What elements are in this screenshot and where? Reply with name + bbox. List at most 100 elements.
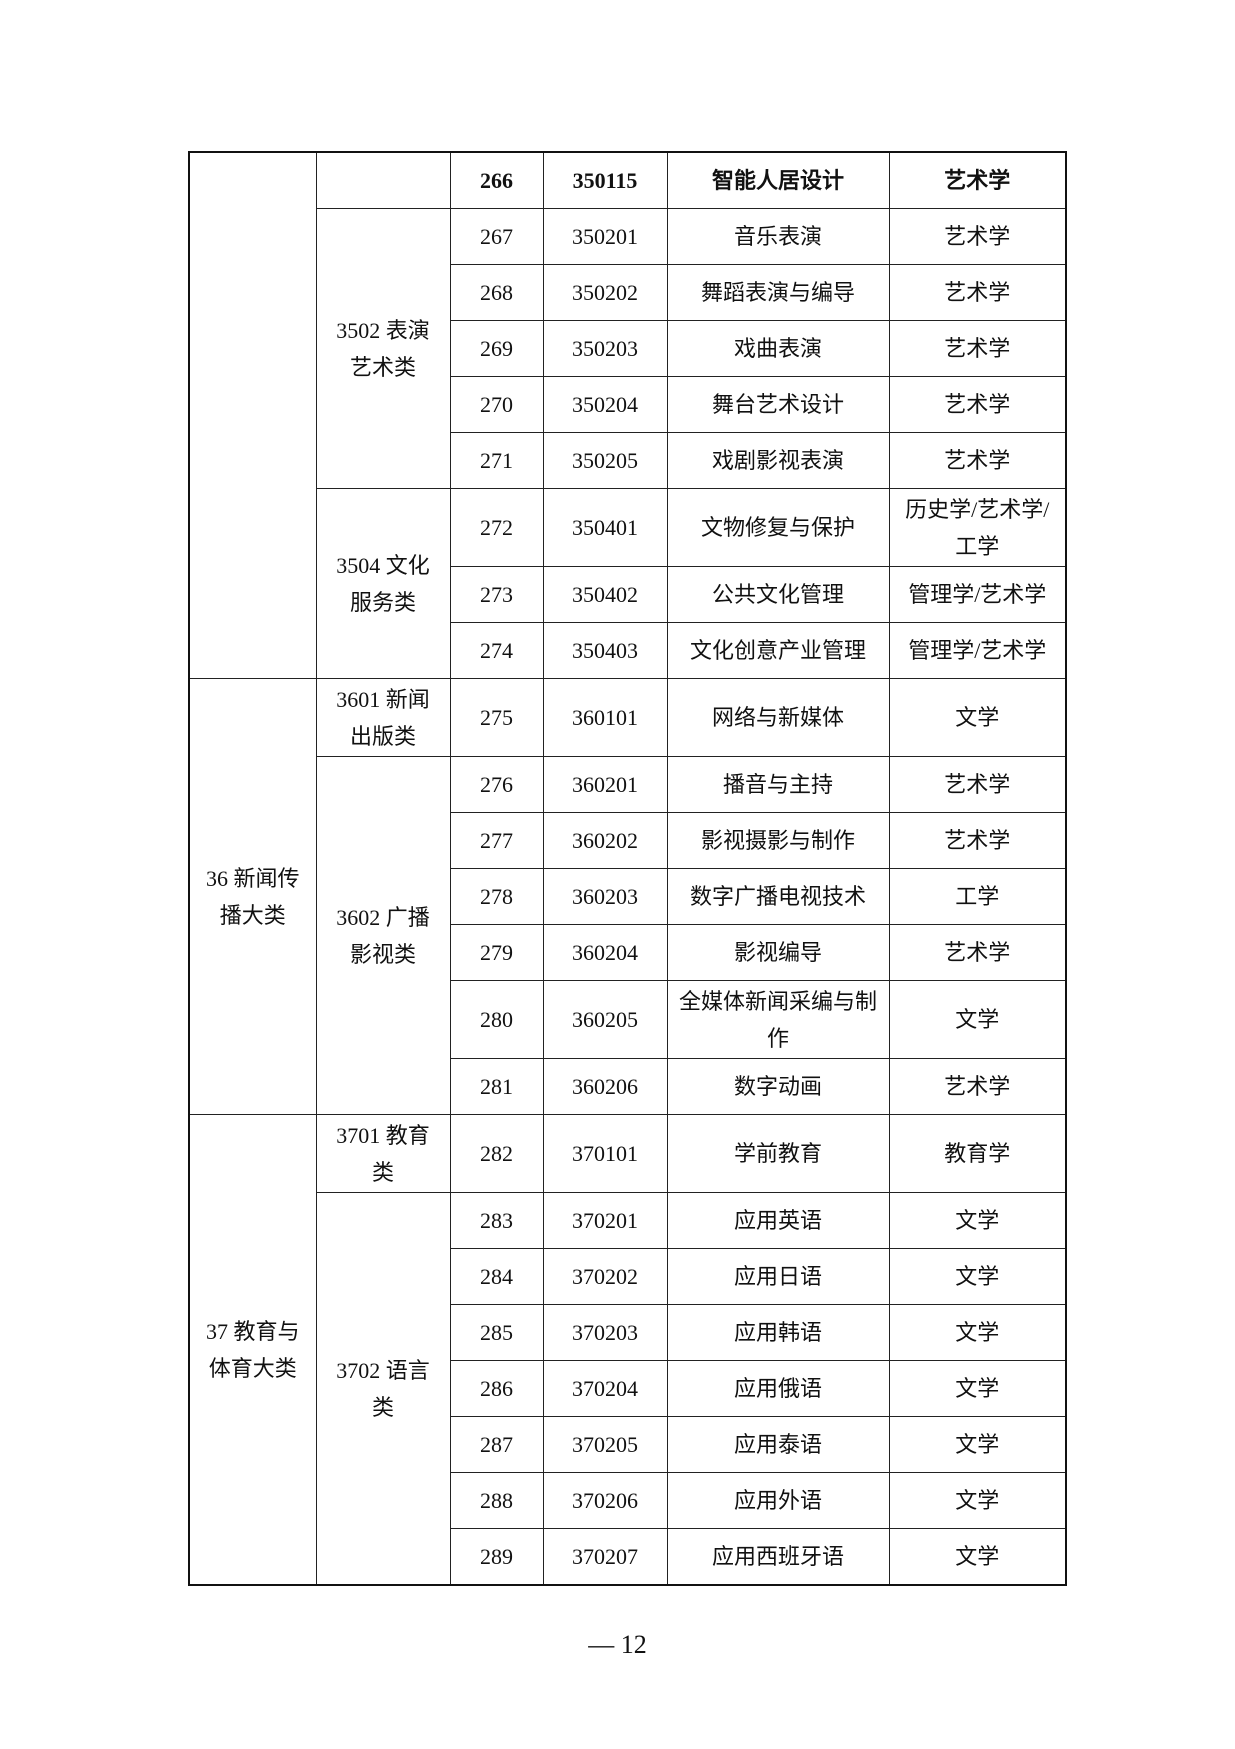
code-cell: 350205 xyxy=(542,432,668,489)
subcategory-cell: 3504 文化服务类 xyxy=(315,488,451,679)
degree-cell: 艺术学 xyxy=(888,376,1067,433)
degree-cell: 文学 xyxy=(888,1360,1067,1417)
degree-cell: 艺术学 xyxy=(888,320,1067,377)
table-row: 274 350403 文化创意产业管理 管理学/艺术学 xyxy=(189,622,1067,679)
major-catalog-table: 266 350115 智能人居设计 艺术学 3502 表演艺术类 267 350201 音乐表… xyxy=(188,151,1067,1586)
code-cell: 350401 xyxy=(542,488,668,567)
subcategory-cell: 3701 教育类 xyxy=(315,1114,451,1193)
code-cell: 370202 xyxy=(542,1248,668,1305)
category-cell xyxy=(188,151,317,679)
code-cell: 350202 xyxy=(542,264,668,321)
table-row: 279 360204 影视编导 艺术学 xyxy=(189,924,1067,981)
name-cell: 数字广播电视技术 xyxy=(666,868,890,925)
table-row: 287 370205 应用泰语 文学 xyxy=(189,1416,1067,1473)
code-cell: 370206 xyxy=(542,1472,668,1529)
degree-cell: 文学 xyxy=(888,1192,1067,1249)
name-cell: 应用泰语 xyxy=(666,1416,890,1473)
degree-cell: 文学 xyxy=(888,1416,1067,1473)
degree-cell: 文学 xyxy=(888,980,1067,1059)
subcategory-cell: 3702 语言类 xyxy=(315,1192,451,1586)
code-cell: 360201 xyxy=(542,756,668,813)
degree-cell: 文学 xyxy=(888,1528,1067,1586)
no-cell: 283 xyxy=(449,1192,544,1249)
degree-cell: 教育学 xyxy=(888,1114,1067,1193)
code-cell: 350402 xyxy=(542,566,668,623)
table-row: 36 新闻传播大类 3601 新闻出版类 275 360101 网络与新媒体 文学 xyxy=(188,678,1067,1115)
table-row: 277 360202 影视摄影与制作 艺术学 xyxy=(189,812,1067,869)
no-cell: 273 xyxy=(449,566,544,623)
name-cell: 网络与新媒体 xyxy=(666,678,890,757)
code-cell: 370207 xyxy=(542,1528,668,1586)
name-cell: 智能人居设计 xyxy=(666,151,890,209)
code-cell: 350204 xyxy=(542,376,668,433)
no-cell: 276 xyxy=(449,756,544,813)
category-cell: 36 新闻传播大类 xyxy=(188,678,317,1115)
name-cell: 应用西班牙语 xyxy=(666,1528,890,1586)
name-cell: 影视摄影与制作 xyxy=(666,812,890,869)
degree-cell: 艺术学 xyxy=(888,756,1067,813)
subcategory-cell: 3602 广播影视类 xyxy=(315,756,451,1115)
name-cell: 应用日语 xyxy=(666,1248,890,1305)
degree-cell: 艺术学 xyxy=(888,1058,1067,1115)
code-cell: 360206 xyxy=(542,1058,668,1115)
table-row: 288 370206 应用外语 文学 xyxy=(189,1472,1067,1529)
name-cell: 应用俄语 xyxy=(666,1360,890,1417)
no-cell: 271 xyxy=(449,432,544,489)
degree-cell: 文学 xyxy=(888,678,1067,757)
no-cell: 281 xyxy=(449,1058,544,1115)
name-cell: 音乐表演 xyxy=(666,208,890,265)
code-cell: 360203 xyxy=(542,868,668,925)
no-cell: 284 xyxy=(449,1248,544,1305)
page-number: — 12 xyxy=(588,1630,647,1659)
subcategory-cell xyxy=(315,151,451,209)
name-cell: 文物修复与保护 xyxy=(666,488,890,567)
table-row: 271 350205 戏剧影视表演 艺术学 xyxy=(189,432,1067,489)
code-cell: 370101 xyxy=(542,1114,668,1193)
degree-cell: 艺术学 xyxy=(888,208,1067,265)
name-cell: 戏剧影视表演 xyxy=(666,432,890,489)
name-cell: 应用外语 xyxy=(666,1472,890,1529)
subcategory-cell: 3601 新闻出版类 xyxy=(315,678,451,757)
code-cell: 360204 xyxy=(542,924,668,981)
table-row: 37 教育与体育大类 3701 教育类 282 370101 学前教育 教育学 xyxy=(188,1114,1067,1586)
name-cell: 戏曲表演 xyxy=(666,320,890,377)
degree-cell: 工学 xyxy=(888,868,1067,925)
name-cell: 应用韩语 xyxy=(666,1304,890,1361)
no-cell: 272 xyxy=(449,488,544,567)
no-cell: 289 xyxy=(449,1528,544,1586)
no-cell: 285 xyxy=(449,1304,544,1361)
no-cell: 275 xyxy=(449,678,544,757)
degree-cell: 历史学/艺术学/工学 xyxy=(888,488,1067,567)
table-row: 284 370202 应用日语 文学 xyxy=(189,1248,1067,1305)
name-cell: 舞蹈表演与编导 xyxy=(666,264,890,321)
table-row: 266 350115 智能人居设计 艺术学 xyxy=(188,151,1067,679)
code-cell: 350115 xyxy=(542,151,668,209)
category-cell: 37 教育与体育大类 xyxy=(188,1114,317,1586)
code-cell: 370203 xyxy=(542,1304,668,1361)
no-cell: 286 xyxy=(449,1360,544,1417)
degree-cell: 艺术学 xyxy=(888,924,1067,981)
table-row: 280 360205 全媒体新闻采编与制作 文学 xyxy=(189,980,1067,1059)
degree-cell: 艺术学 xyxy=(888,264,1067,321)
table-row: 3702 语言类 283 370201 应用英语 文学 xyxy=(189,1192,1067,1586)
no-cell: 269 xyxy=(449,320,544,377)
table-row: 286 370204 应用俄语 文学 xyxy=(189,1360,1067,1417)
degree-cell: 文学 xyxy=(888,1304,1067,1361)
degree-cell: 艺术学 xyxy=(888,151,1067,209)
table-row: 285 370203 应用韩语 文学 xyxy=(189,1304,1067,1361)
name-cell: 公共文化管理 xyxy=(666,566,890,623)
no-cell: 279 xyxy=(449,924,544,981)
no-cell: 288 xyxy=(449,1472,544,1529)
code-cell: 360205 xyxy=(542,980,668,1059)
no-cell: 266 xyxy=(449,151,544,209)
table-row: 289 370207 应用西班牙语 文学 xyxy=(189,1528,1067,1586)
name-cell: 应用英语 xyxy=(666,1192,890,1249)
degree-cell: 管理学/艺术学 xyxy=(888,566,1067,623)
table-row: 3504 文化服务类 272 350401 文物修复与保护 历史学/艺术学/工学 xyxy=(189,488,1067,679)
no-cell: 270 xyxy=(449,376,544,433)
table-row: 3502 表演艺术类 267 350201 音乐表演 艺术学 xyxy=(189,208,1067,489)
name-cell: 学前教育 xyxy=(666,1114,890,1193)
no-cell: 280 xyxy=(449,980,544,1059)
table-row: 3602 广播影视类 276 360201 播音与主持 艺术学 xyxy=(189,756,1067,1115)
code-cell: 350403 xyxy=(542,622,668,679)
